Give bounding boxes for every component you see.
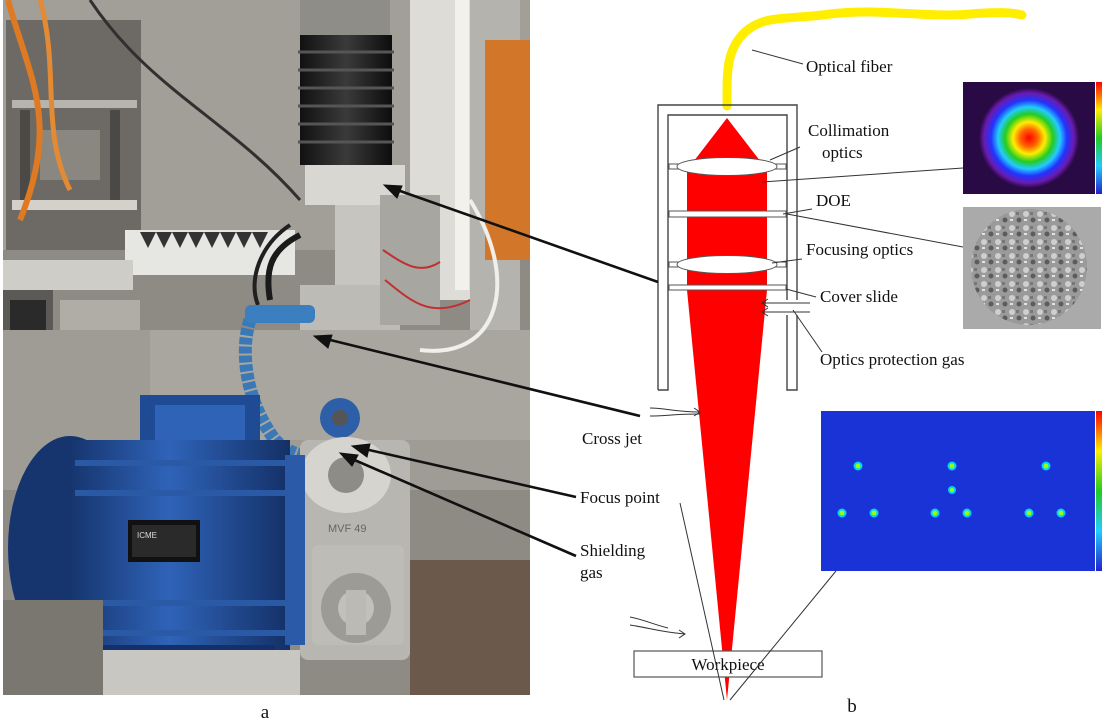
workpiece-label: Workpiece <box>691 655 764 674</box>
focusing-optics-label: Focusing optics <box>806 240 913 259</box>
spot-pattern-image <box>821 411 1102 571</box>
gearbox-marking: MVF 49 <box>328 523 367 535</box>
beam-profile-image <box>963 82 1102 194</box>
optical-fiber-label: Optical fiber <box>806 57 893 76</box>
workpiece <box>633 650 823 678</box>
collimation-lens <box>668 157 787 176</box>
panel-a-label: a <box>261 702 270 722</box>
setup-photo: MVF 49 ICME <box>3 0 530 695</box>
shielding-gas-label-line1: Shielding <box>580 541 646 560</box>
doe-pattern-image <box>963 207 1101 329</box>
optics-protection-gas-label: Optics protection gas <box>820 350 964 369</box>
cross-jet-arrow <box>649 407 701 417</box>
panel-b-label: b <box>847 696 857 717</box>
doe-label: DOE <box>816 191 851 210</box>
shielding-gas-label-line2: gas <box>580 563 603 582</box>
collimation-label-line2: optics <box>822 143 863 162</box>
motor-brand: ICME <box>137 531 157 540</box>
link-arrows <box>312 184 659 558</box>
optics-housing <box>657 104 798 391</box>
doe-plate <box>668 210 787 218</box>
focus-point-label: Focus point <box>580 488 660 507</box>
leader-lines <box>679 49 964 701</box>
collimation-label-line1: Collimation <box>808 121 890 140</box>
shielding-gas-arrow <box>629 616 686 639</box>
optical-fiber <box>722 7 1027 111</box>
cross-jet-label: Cross jet <box>582 429 642 448</box>
focusing-lens <box>668 255 787 274</box>
optics-protection-gas-arrows <box>761 298 810 317</box>
laser-beam <box>687 118 767 700</box>
cover-slide-label: Cover slide <box>820 287 898 306</box>
cover-slide <box>668 284 787 291</box>
